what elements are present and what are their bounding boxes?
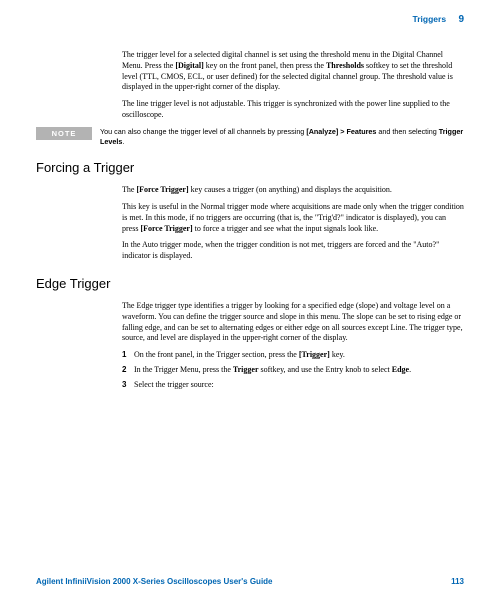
heading-edge-trigger: Edge Trigger xyxy=(36,276,464,291)
paragraph-force-auto-mode: In the Auto trigger mode, when the trigg… xyxy=(122,240,464,262)
note-block: NOTE You can also change the trigger lev… xyxy=(36,127,464,146)
header-chapter-number: 9 xyxy=(458,14,464,25)
footer-page-number: 113 xyxy=(451,577,464,586)
paragraph-force-normal-mode: This key is useful in the Normal trigger… xyxy=(122,202,464,234)
paragraph-force-key: The [Force Trigger] key causes a trigger… xyxy=(122,185,464,196)
paragraph-trigger-level-digital: The trigger level for a selected digital… xyxy=(122,50,464,93)
header-section-label: Triggers xyxy=(413,14,447,24)
heading-forcing-trigger: Forcing a Trigger xyxy=(36,160,464,175)
step-text: Select the trigger source: xyxy=(134,380,464,391)
step-text: On the front panel, in the Trigger secti… xyxy=(134,350,464,361)
note-text: You can also change the trigger level of… xyxy=(100,127,464,146)
footer: Agilent InfiniiVision 2000 X-Series Osci… xyxy=(36,577,464,586)
step-1: 1 On the front panel, in the Trigger sec… xyxy=(122,350,464,361)
step-2: 2 In the Trigger Menu, press the Trigger… xyxy=(122,365,464,376)
step-number: 3 xyxy=(122,380,134,391)
note-badge: NOTE xyxy=(36,127,92,140)
step-3: 3 Select the trigger source: xyxy=(122,380,464,391)
header-section: Triggers 9 xyxy=(413,14,464,25)
paragraph-edge-description: The Edge trigger type identifies a trigg… xyxy=(122,301,464,344)
page: Triggers 9 The trigger level for a selec… xyxy=(0,0,500,600)
footer-title: Agilent InfiniiVision 2000 X-Series Osci… xyxy=(36,577,273,586)
paragraph-line-trigger: The line trigger level is not adjustable… xyxy=(122,99,464,121)
step-number: 2 xyxy=(122,365,134,376)
step-text: In the Trigger Menu, press the Trigger s… xyxy=(134,365,464,376)
step-number: 1 xyxy=(122,350,134,361)
